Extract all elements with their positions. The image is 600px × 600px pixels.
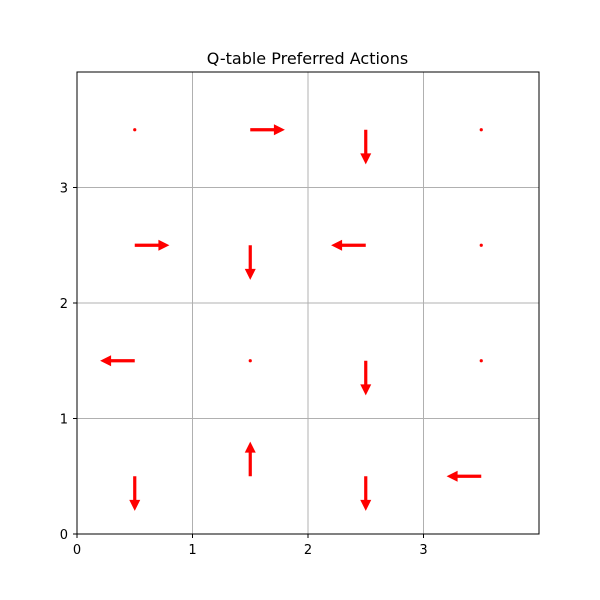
- arrow-head: [360, 499, 372, 511]
- arrow-head: [244, 441, 256, 453]
- action-arrow-1: [244, 441, 256, 477]
- y-tick-label: 0: [60, 528, 68, 543]
- y-axis: 0 1 2 3: [60, 182, 77, 543]
- action-dot-12: [133, 128, 137, 132]
- arrow-head: [129, 499, 141, 511]
- action-arrow-3: [446, 470, 482, 482]
- arrow-head: [360, 153, 372, 165]
- x-tick-label: 2: [304, 543, 312, 558]
- y-tick-label: 3: [60, 182, 68, 197]
- y-tick-label: 1: [60, 413, 68, 428]
- arrow-head: [244, 268, 256, 280]
- arrow-head: [158, 239, 170, 251]
- action-dot-7: [479, 359, 483, 363]
- arrow-head: [100, 355, 112, 367]
- action-arrow-0: [129, 476, 141, 511]
- x-axis: 0 1 2 3: [73, 534, 428, 558]
- action-arrow-10: [331, 239, 366, 251]
- action-arrow-14: [360, 129, 372, 165]
- x-tick-label: 3: [419, 543, 427, 558]
- action-arrow-8: [134, 239, 170, 251]
- arrow-head: [360, 384, 372, 396]
- action-dot-5: [248, 359, 252, 363]
- action-arrow-6: [360, 360, 372, 396]
- grid-lines: [77, 72, 539, 534]
- action-dot-11: [479, 243, 483, 247]
- chart-title: Q-table Preferred Actions: [207, 49, 408, 68]
- action-arrows: [100, 124, 483, 511]
- action-arrow-13: [250, 124, 285, 136]
- action-dot-15: [479, 128, 483, 132]
- arrow-head: [273, 124, 285, 136]
- x-tick-label: 0: [73, 543, 81, 558]
- x-tick-label: 1: [188, 543, 196, 558]
- action-arrow-4: [100, 355, 135, 367]
- arrow-head: [446, 470, 458, 482]
- arrow-head: [331, 239, 343, 251]
- y-tick-label: 2: [60, 297, 68, 312]
- action-arrow-2: [360, 476, 372, 511]
- action-arrow-9: [244, 245, 256, 280]
